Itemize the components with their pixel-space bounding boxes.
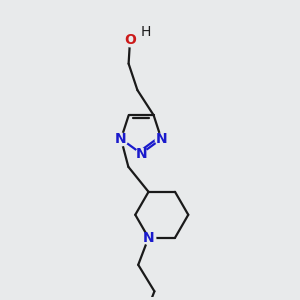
Text: N: N [155,132,167,146]
Text: O: O [124,32,136,46]
Text: N: N [135,146,147,161]
Text: H: H [141,25,152,39]
Text: N: N [115,132,127,146]
Text: N: N [143,231,154,245]
